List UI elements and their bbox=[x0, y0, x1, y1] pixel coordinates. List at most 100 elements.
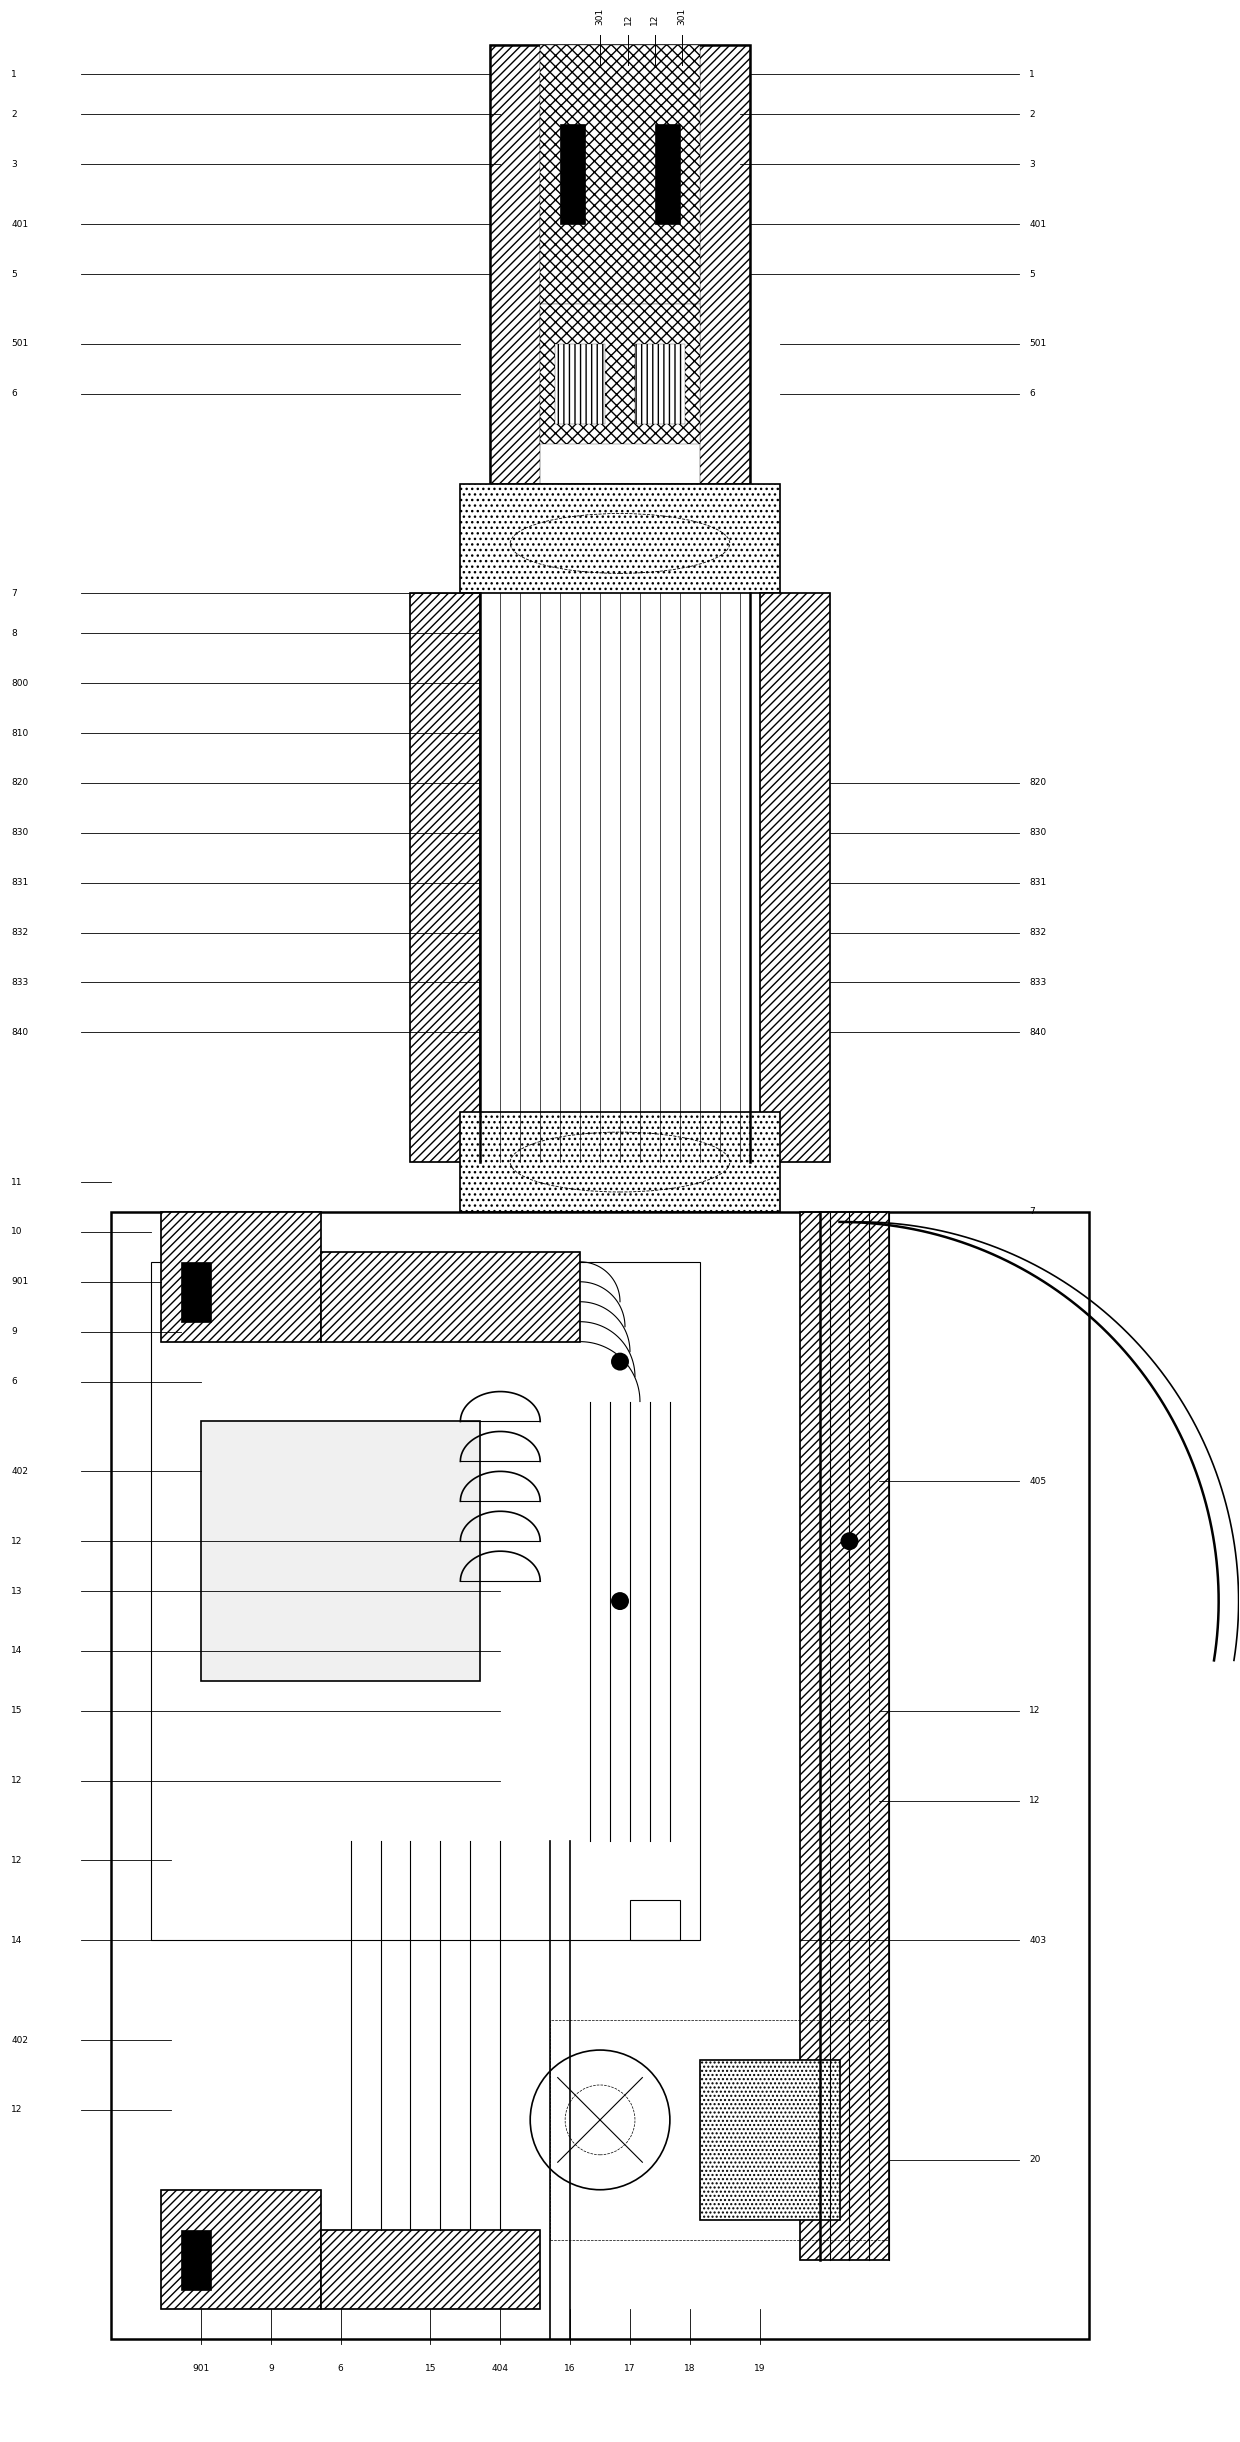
Bar bbox=[635, 344, 684, 425]
Text: 12: 12 bbox=[624, 12, 632, 24]
Text: 401: 401 bbox=[11, 220, 29, 230]
Text: 12: 12 bbox=[11, 1536, 22, 1546]
Bar bbox=[321, 1253, 580, 1341]
Bar bbox=[760, 593, 830, 1162]
Text: 800: 800 bbox=[11, 679, 29, 689]
Text: 15: 15 bbox=[11, 1707, 22, 1714]
Bar bbox=[460, 1111, 780, 1211]
Bar bbox=[800, 1211, 889, 2259]
Text: 15: 15 bbox=[424, 2364, 436, 2374]
Bar bbox=[201, 1421, 480, 1680]
Text: 820: 820 bbox=[1029, 779, 1047, 786]
Text: 831: 831 bbox=[1029, 879, 1047, 886]
Bar bbox=[321, 2230, 541, 2310]
Text: 7: 7 bbox=[11, 589, 17, 598]
Text: 9: 9 bbox=[11, 1326, 17, 1336]
Text: 301: 301 bbox=[595, 7, 605, 24]
Circle shape bbox=[841, 1531, 858, 1551]
Text: 830: 830 bbox=[11, 828, 29, 838]
Bar bbox=[699, 44, 750, 484]
Bar bbox=[321, 1253, 580, 1341]
Text: 12: 12 bbox=[1029, 1797, 1040, 1805]
Text: 3: 3 bbox=[1029, 159, 1035, 168]
Text: 14: 14 bbox=[11, 1937, 22, 1944]
Bar bbox=[460, 484, 780, 593]
Text: 1: 1 bbox=[11, 71, 17, 78]
Text: 833: 833 bbox=[1029, 977, 1047, 987]
Text: 5: 5 bbox=[1029, 269, 1035, 278]
Text: 403: 403 bbox=[1029, 1937, 1047, 1944]
Bar bbox=[551, 2020, 889, 2239]
Text: 19: 19 bbox=[754, 2364, 765, 2374]
Bar bbox=[630, 1900, 680, 1941]
Text: 17: 17 bbox=[624, 2364, 636, 2374]
Bar bbox=[800, 1211, 889, 2259]
Bar bbox=[655, 125, 680, 225]
Bar bbox=[760, 593, 830, 1162]
Bar bbox=[699, 2061, 839, 2220]
Text: 301: 301 bbox=[677, 7, 687, 24]
Bar bbox=[490, 44, 750, 484]
Text: 12: 12 bbox=[1029, 1707, 1040, 1714]
Bar bbox=[161, 2190, 321, 2310]
Text: 832: 832 bbox=[1029, 928, 1047, 938]
Bar bbox=[410, 593, 480, 1162]
Text: 18: 18 bbox=[684, 2364, 696, 2374]
Circle shape bbox=[611, 1592, 629, 1609]
Text: 901: 901 bbox=[192, 2364, 210, 2374]
Text: 2: 2 bbox=[11, 110, 17, 120]
Text: 16: 16 bbox=[564, 2364, 575, 2374]
Text: 832: 832 bbox=[11, 928, 29, 938]
Text: 11: 11 bbox=[11, 1177, 22, 1187]
Text: 8: 8 bbox=[11, 628, 17, 637]
Text: 10: 10 bbox=[11, 1228, 22, 1236]
Text: 5: 5 bbox=[11, 269, 17, 278]
Bar bbox=[151, 1263, 699, 1941]
Text: 402: 402 bbox=[11, 1468, 29, 1475]
Circle shape bbox=[611, 1353, 629, 1370]
Text: 6: 6 bbox=[337, 2364, 343, 2374]
Text: 404: 404 bbox=[492, 2364, 508, 2374]
Text: 401: 401 bbox=[1029, 220, 1047, 230]
Text: 501: 501 bbox=[11, 339, 29, 349]
Text: 13: 13 bbox=[11, 1587, 22, 1595]
Bar bbox=[161, 1211, 321, 1341]
Bar bbox=[181, 2230, 211, 2291]
Bar bbox=[541, 303, 699, 444]
Text: 831: 831 bbox=[11, 879, 29, 886]
Bar bbox=[410, 593, 480, 1162]
Text: 840: 840 bbox=[1029, 1028, 1047, 1038]
Bar bbox=[490, 44, 541, 484]
Text: 810: 810 bbox=[11, 728, 29, 737]
Bar bbox=[556, 344, 605, 425]
Text: 405: 405 bbox=[1029, 1477, 1047, 1485]
Text: 6: 6 bbox=[1029, 388, 1035, 398]
Text: 12: 12 bbox=[651, 12, 660, 24]
Text: 3: 3 bbox=[11, 159, 17, 168]
Text: 501: 501 bbox=[1029, 339, 1047, 349]
Text: 402: 402 bbox=[11, 2037, 29, 2044]
Text: 2: 2 bbox=[1029, 110, 1034, 120]
Bar bbox=[560, 125, 585, 225]
Text: 7: 7 bbox=[1029, 1206, 1035, 1216]
Bar bbox=[181, 1263, 211, 1321]
Text: 20: 20 bbox=[1029, 2156, 1040, 2164]
Text: 820: 820 bbox=[11, 779, 29, 786]
Text: 12: 12 bbox=[11, 1856, 22, 1866]
Text: 14: 14 bbox=[11, 1646, 22, 1656]
Bar bbox=[460, 1111, 780, 1211]
Text: 12: 12 bbox=[11, 2105, 22, 2115]
Bar bbox=[321, 2230, 541, 2310]
Bar bbox=[460, 484, 780, 593]
Text: 12: 12 bbox=[11, 1775, 22, 1785]
Bar bbox=[112, 1211, 1089, 2339]
Text: 840: 840 bbox=[11, 1028, 29, 1038]
Text: 833: 833 bbox=[11, 977, 29, 987]
Text: 6: 6 bbox=[11, 1377, 17, 1387]
Bar bbox=[161, 2190, 321, 2310]
Bar bbox=[541, 44, 699, 303]
Bar bbox=[699, 2061, 839, 2220]
Bar bbox=[161, 1211, 321, 1341]
Text: 901: 901 bbox=[11, 1277, 29, 1287]
Text: 6: 6 bbox=[11, 388, 17, 398]
